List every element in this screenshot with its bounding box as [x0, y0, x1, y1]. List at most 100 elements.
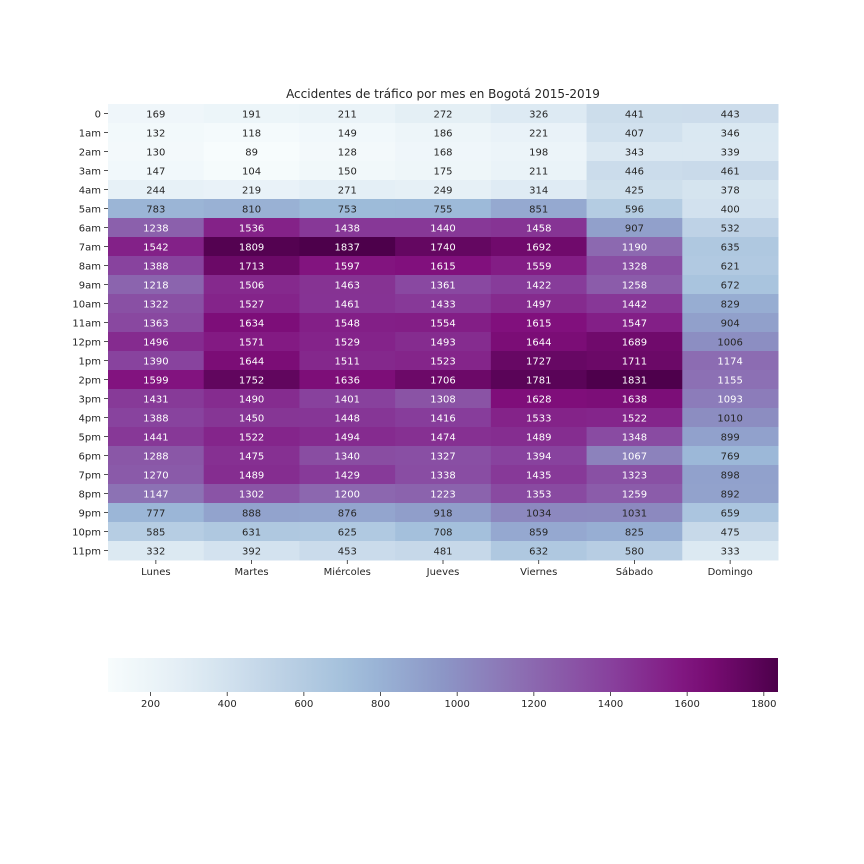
cell-value-label: 1461	[335, 300, 360, 311]
heatmap-cell	[203, 522, 300, 542]
cell-value-label: 326	[529, 110, 548, 121]
cell-value-label: 1740	[430, 243, 455, 254]
heatmap-cell	[299, 389, 396, 409]
cell-value-label: 1031	[622, 509, 647, 520]
cell-value-label: 104	[242, 167, 261, 178]
colorbar-tick-label: 1200	[521, 699, 546, 710]
heatmap-cell	[395, 294, 492, 314]
cell-value-label: 1781	[526, 376, 551, 387]
cell-value-label: 1259	[622, 490, 647, 501]
heatmap-cell	[299, 465, 396, 485]
cell-value-label: 332	[146, 547, 165, 558]
y-tick-label: 6pm	[79, 452, 101, 463]
heatmap-cell	[108, 275, 205, 295]
cell-value-label: 851	[529, 205, 548, 216]
cell-value-label: 1831	[622, 376, 647, 387]
heatmap-cell	[682, 313, 779, 333]
heatmap-cell	[299, 256, 396, 276]
cell-value-label: 1536	[239, 224, 264, 235]
cell-value-label: 596	[625, 205, 644, 216]
x-tick-label: Sábado	[616, 566, 653, 578]
cell-value-label: 769	[721, 452, 740, 463]
heatmap-cell	[586, 370, 683, 390]
colorbar-tick-label: 400	[218, 699, 237, 710]
heatmap-cell	[395, 503, 492, 523]
heatmap-cell	[586, 351, 683, 371]
cell-value-label: 1218	[143, 281, 168, 292]
colorbar-tick-label: 1400	[598, 699, 623, 710]
heatmap-cell	[490, 123, 588, 143]
cell-value-label: 1388	[143, 414, 168, 425]
heatmap-cell	[682, 199, 779, 219]
heatmap-cell	[203, 199, 300, 219]
heatmap-cell	[586, 123, 683, 143]
heatmap-cell	[490, 199, 588, 219]
heatmap-cell	[203, 351, 300, 371]
y-tick-label: 2pm	[79, 376, 101, 387]
y-tick-label: 3pm	[79, 395, 101, 406]
heatmap-cell	[108, 465, 205, 485]
cell-value-label: 1523	[430, 357, 455, 368]
heatmap-cell	[586, 104, 683, 124]
cell-value-label: 1223	[430, 490, 455, 501]
cell-value-label: 132	[146, 129, 165, 140]
x-tick-label: Miércoles	[324, 566, 371, 578]
cell-value-label: 876	[338, 509, 357, 520]
heatmap-cells: 169 191 211 272 326 441 443 132 118 149 186 221 407 3…	[108, 104, 779, 561]
heatmap-cell	[203, 180, 300, 200]
heatmap-cell	[108, 332, 205, 352]
heatmap-cell	[203, 465, 300, 485]
heatmap-cell	[395, 427, 492, 447]
cell-value-label: 1548	[335, 319, 360, 330]
cell-value-label: 186	[433, 129, 452, 140]
heatmap-cell	[203, 142, 300, 162]
heatmap-cell	[490, 218, 588, 238]
cell-value-label: 1494	[335, 433, 360, 444]
heatmap-cell	[299, 294, 396, 314]
cell-value-label: 443	[721, 110, 740, 121]
cell-value-label: 1390	[143, 357, 168, 368]
heatmap-cell	[108, 503, 205, 523]
colorbar-gradient	[108, 658, 778, 692]
heatmap-cell	[586, 237, 683, 257]
cell-value-label: 859	[529, 528, 548, 539]
heatmap-cell	[108, 123, 205, 143]
cell-value-label: 128	[338, 148, 357, 159]
cell-value-label: 1497	[526, 300, 551, 311]
y-tick-label: 1am	[79, 129, 101, 140]
cell-value-label: 1644	[526, 338, 551, 349]
heatmap-cell	[395, 275, 492, 295]
cell-value-label: 1353	[526, 490, 551, 501]
heatmap-cell	[299, 484, 396, 504]
heatmap-cell	[299, 446, 396, 466]
heatmap-cell	[395, 465, 492, 485]
cell-value-label: 1706	[430, 376, 455, 387]
cell-value-label: 211	[529, 167, 548, 178]
cell-value-label: 392	[242, 547, 261, 558]
heatmap-cell	[682, 275, 779, 295]
heatmap-cell	[490, 465, 588, 485]
cell-value-label: 1441	[143, 433, 168, 444]
cell-value-label: 907	[625, 224, 644, 235]
cell-value-label: 635	[721, 243, 740, 254]
cell-value-label: 631	[242, 528, 261, 539]
cell-value-label: 708	[433, 528, 452, 539]
cell-value-label: 346	[721, 129, 740, 140]
y-tick-label: 7am	[79, 243, 101, 254]
cell-value-label: 904	[721, 319, 740, 330]
y-tick-label: 8am	[79, 262, 101, 273]
heatmap-cell	[490, 484, 588, 504]
heatmap-cell	[395, 522, 492, 542]
heatmap-cell	[586, 541, 683, 561]
heatmap-cell	[490, 180, 588, 200]
cell-value-label: 1809	[239, 243, 264, 254]
cell-value-label: 1433	[430, 300, 455, 311]
cell-value-label: 1174	[717, 357, 742, 368]
cell-value-label: 130	[146, 148, 165, 159]
cell-value-label: 1340	[335, 452, 360, 463]
heatmap-cell	[395, 370, 492, 390]
heatmap-cell	[203, 389, 300, 409]
cell-value-label: 221	[529, 129, 548, 140]
cell-value-label: 1435	[526, 471, 551, 482]
